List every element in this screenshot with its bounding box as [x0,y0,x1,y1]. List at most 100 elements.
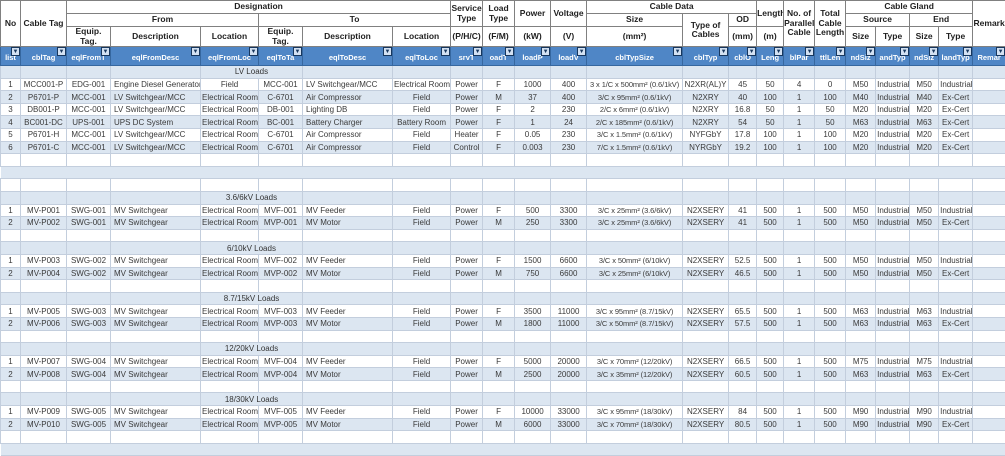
filter-cell[interactable]: cblO▼ [729,47,757,66]
filter-dropdown-icon[interactable]: ▼ [11,47,20,56]
filter-dropdown-icon[interactable]: ▼ [900,47,909,56]
filter-dropdown-icon[interactable]: ▼ [577,47,586,56]
filter-dropdown-icon[interactable]: ▼ [57,47,66,56]
filter-dropdown-icon[interactable]: ▼ [249,47,258,56]
blank-cell [815,343,846,356]
blank-cell [729,166,757,179]
cell: 2500 [515,368,551,381]
section-header-row: 3.6/6kV Loads [1,191,1005,204]
blank-cell [876,443,910,456]
cell: M20 [910,141,939,154]
cell: 1 [784,129,815,142]
blank-cell [683,166,729,179]
filter-cell[interactable]: eqlFromLoc▼ [201,47,259,66]
blank-cell [67,343,111,356]
filter-cell[interactable]: loadV▼ [551,47,587,66]
filter-cell[interactable]: cblTag▼ [21,47,67,66]
blank-cell [1,343,21,356]
filter-dropdown-icon[interactable]: ▼ [929,47,938,56]
filter-cell[interactable]: landTyp▼ [939,47,973,66]
filter-dropdown-icon[interactable]: ▼ [805,47,814,56]
blank-cell [939,154,973,167]
blank-cell [451,66,483,79]
cell: P6701-C [21,141,67,154]
filter-dropdown-icon[interactable]: ▼ [836,47,845,56]
filter-cell[interactable]: ttlLen▼ [815,47,846,66]
filter-cell[interactable]: blPar▼ [784,47,815,66]
filter-dropdown-icon[interactable]: ▼ [747,47,756,56]
column-header: Cable Gland [846,1,973,14]
cell: Battery Charger [303,116,393,129]
cell: BC001-DC [21,116,67,129]
filter-cell[interactable]: loadP▼ [515,47,551,66]
filter-cell[interactable]: srvT▼ [451,47,483,66]
blank-cell [451,166,483,179]
filter-cell[interactable]: list▼ [1,47,21,66]
filter-cell[interactable]: oadT▼ [483,47,515,66]
cell: Industrial [876,317,910,330]
blank-cell [683,330,729,343]
blank-cell [910,179,939,192]
filter-cell[interactable]: andTyp▼ [876,47,910,66]
filter-cell[interactable]: eqlFromT▼ [67,47,111,66]
filter-dropdown-icon[interactable]: ▼ [101,47,110,56]
cell: M50 [910,204,939,217]
cell: MCC-001 [67,141,111,154]
blank-cell [973,280,1005,293]
cell: Field [393,418,451,431]
filter-dropdown-icon[interactable]: ▼ [866,47,875,56]
cell: Air Compressor [303,129,393,142]
blank-cell [846,443,876,456]
blank-cell [67,380,111,393]
cell: N2XSERY [683,267,729,280]
filter-dropdown-icon[interactable]: ▼ [673,47,682,56]
blank-cell [451,280,483,293]
cell: Ex-Cert [939,317,973,330]
filter-cell[interactable]: eqlToTa▼ [259,47,303,66]
filter-dropdown-icon[interactable]: ▼ [505,47,514,56]
blank-cell [729,330,757,343]
filter-dropdown-icon[interactable]: ▼ [996,47,1005,56]
cell: SWG-004 [67,355,111,368]
filter-cell[interactable]: ndSiz▼ [846,47,876,66]
cell: Industrial [939,355,973,368]
blank-cell [515,229,551,242]
filter-cell[interactable]: eqlToDesc▼ [303,47,393,66]
cell: Industrial [876,103,910,116]
blank-cell [910,292,939,305]
blank-cell [757,343,784,356]
filter-cell[interactable]: eqlFromDesc▼ [111,47,201,66]
cell: 3/C x 95mm² (0.6/1kV) [587,91,683,104]
cell: Field [393,355,451,368]
blank-cell [259,229,303,242]
cell: Electrical Room [201,368,259,381]
filter-cell[interactable]: cblTyp▼ [683,47,729,66]
cell: 1 [1,254,21,267]
filter-cell[interactable]: eqlToLoc▼ [393,47,451,66]
cell: SWG-003 [67,305,111,318]
cell: MV Switchgear [111,204,201,217]
filter-dropdown-icon[interactable]: ▼ [963,47,972,56]
cell: 100 [815,129,846,142]
filter-dropdown-icon[interactable]: ▼ [473,47,482,56]
blank-cell [515,179,551,192]
filter-cell[interactable]: cblTypSize▼ [587,47,683,66]
filter-dropdown-icon[interactable]: ▼ [191,47,200,56]
filter-dropdown-icon[interactable]: ▼ [774,47,783,56]
cell: P6701-P [21,91,67,104]
cell: Power [451,217,483,230]
blank-cell [551,242,587,255]
filter-cell[interactable]: Leng▼ [757,47,784,66]
filter-dropdown-icon[interactable]: ▼ [719,47,728,56]
filter-dropdown-icon[interactable]: ▼ [383,47,392,56]
filter-dropdown-icon[interactable]: ▼ [541,47,550,56]
filter-dropdown-icon[interactable]: ▼ [441,47,450,56]
filter-cell[interactable]: ndSiz▼ [910,47,939,66]
blank-cell [784,380,815,393]
filter-cell[interactable]: Remar▼ [973,47,1005,66]
filter-dropdown-icon[interactable]: ▼ [293,47,302,56]
filter-field-label: eqlFromLoc [208,53,251,62]
cell: MVP-002 [259,267,303,280]
cell: 500 [757,355,784,368]
